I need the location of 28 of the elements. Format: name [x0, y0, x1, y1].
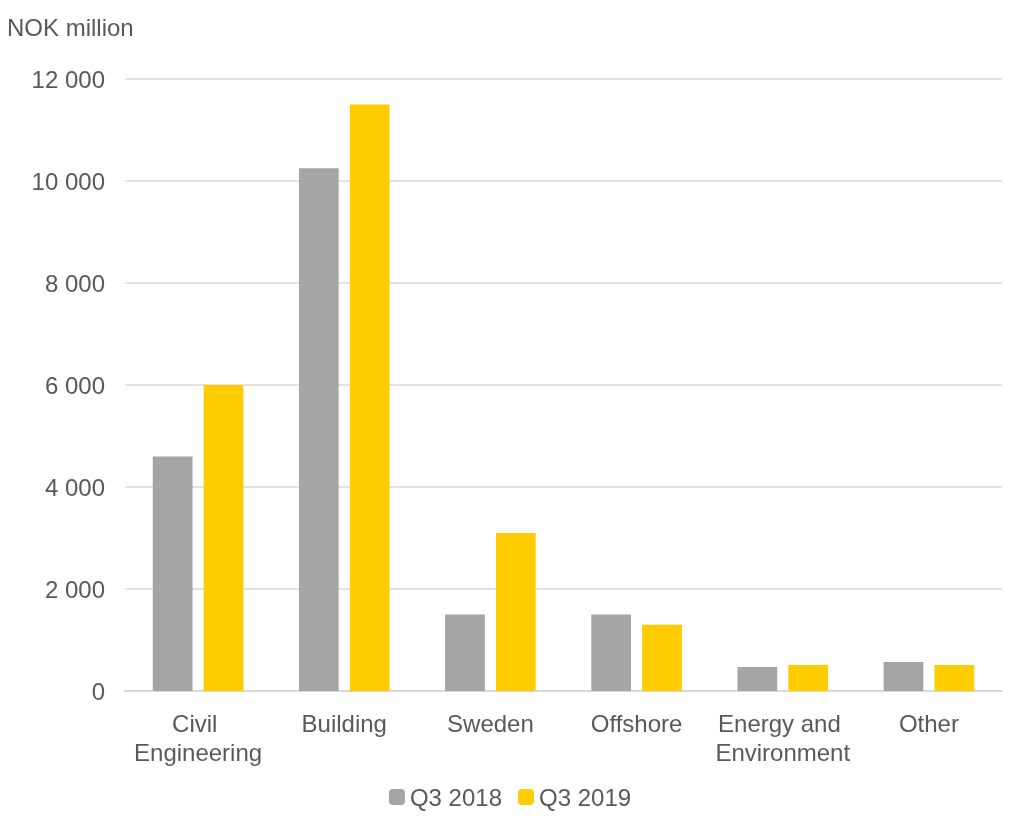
bar: [445, 614, 485, 691]
bar: [495, 532, 536, 691]
bar: [934, 664, 975, 691]
y-tick-label: 6 000: [44, 371, 105, 399]
x-tick-label: Sweden: [447, 710, 534, 737]
bar: [737, 667, 778, 691]
legend-label: Q3 2018: [409, 783, 502, 811]
bar: [349, 104, 390, 691]
y-tick-label: 4 000: [44, 473, 105, 501]
bar: [152, 456, 193, 691]
y-tick-label: 12 000: [31, 65, 105, 93]
x-tick-label: Civil Engineering: [134, 710, 263, 766]
x-tick-label: Energy and Environment: [715, 710, 851, 766]
bar: [788, 664, 829, 691]
y-tick-label: 10 000: [31, 167, 105, 195]
x-tick-label: Building: [301, 710, 387, 737]
bar: [591, 614, 632, 691]
bar: [203, 385, 244, 691]
y-tick-label: 8 000: [44, 269, 105, 297]
y-axis-title: NOK million: [7, 13, 134, 41]
x-tick-label: Other: [898, 710, 959, 737]
bar: [883, 661, 924, 691]
y-tick-label: 2 000: [44, 575, 105, 603]
legend-label: Q3 2019: [539, 783, 632, 811]
y-tick-label: 0: [91, 677, 105, 705]
x-tick-label: Offshore: [590, 710, 683, 737]
bar: [298, 168, 339, 691]
bar: [642, 624, 682, 691]
